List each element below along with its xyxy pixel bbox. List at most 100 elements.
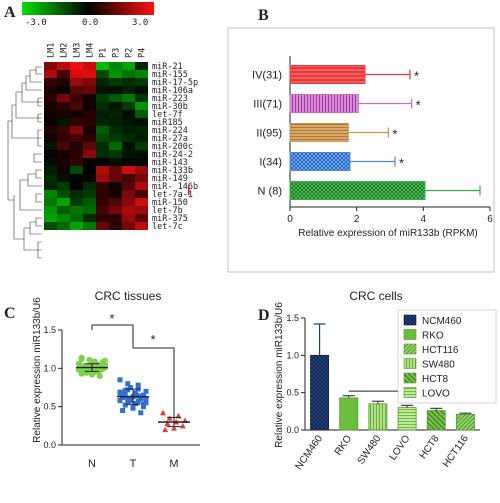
panel-c-point-m: [179, 422, 186, 429]
panel-c-point-t: [120, 393, 126, 399]
heatmap-cell-mir-17-5p-lm3: [70, 78, 83, 86]
row-label-let-7c: let-7c: [152, 222, 183, 232]
panel-b-bar-ii-95: [289, 123, 349, 142]
heatmap-cell-mir-200c-lm2: [57, 142, 70, 150]
heatmap-cell-mir185-lm1: [44, 118, 57, 126]
panel-d-legend-swatch-hct116: [403, 343, 417, 355]
panel-b-category-n-8: N (8): [258, 186, 282, 198]
heatmap-cell-mir-106a-lm4: [83, 86, 96, 94]
heatmap-cell-mir-150-p4: [135, 198, 148, 206]
panel-d-bar-hct116: [455, 413, 475, 431]
panel-d-ytick-label-1: 1.0: [286, 350, 299, 360]
heatmap-cell-mir-143-p3: [109, 158, 122, 166]
panel-c-title: CRC tissues: [95, 289, 162, 303]
panel-d-ylabel: Relative expression miR133b/U6: [274, 302, 285, 448]
heatmap-cell-let-7b-lm1: [44, 206, 57, 214]
column-label-p4: P4: [138, 48, 148, 58]
heatmap-cell-mir-150-lm1: [44, 198, 57, 206]
panel-d-bar-lovo: [397, 407, 417, 431]
heatmap-cell-let-7a-1-p2: [122, 190, 135, 198]
heatmap-cell-let-7c-lm4: [83, 222, 96, 230]
heatmap-cell-mir-24-2-p3: [109, 150, 122, 158]
heatmap-cell-mir-143-p1: [96, 158, 109, 166]
heatmap-cell-mir-27a-lm4: [83, 134, 96, 142]
heatmap-cell-mir-27a-p2: [122, 134, 135, 142]
heatmap-cell-mir-21-lm2: [57, 62, 70, 70]
heatmap-cell-mir-149-p3: [109, 174, 122, 182]
heatmap-column-labels: LM1 LM2 LM3 LM4 P1 P3 P2 P4: [47, 43, 148, 58]
panel-c-point-t: [117, 377, 123, 383]
heatmap-cell-mir-21-p2: [122, 62, 135, 70]
heatmap-cell-let-7a-1-p3: [109, 190, 122, 198]
row-label-mir-143: miR-143: [152, 158, 188, 168]
panel-b-chart: 0 2 4 6 IV(31) * III(71) * II(95) * I(34) * N (8): [252, 56, 493, 225]
heatmap-cell-mir-146b-lm4: [83, 182, 96, 190]
row-label-mir-133b: miR-133b: [152, 166, 193, 176]
panel-c-point-t: [127, 385, 133, 390]
heatmap-cell-mir-149-lm4: [83, 174, 96, 182]
panel-a: A -3.0 0.0 3.0 LM1 LM2 LM3 LM4 P1 P3 P2 P4 miR-…: [4, 2, 198, 259]
row-label-mir-106a: miR-106a: [152, 86, 193, 96]
heatmap-cell-mir-133b-lm4: [83, 166, 96, 174]
panel-d-ylabel-text: Relative expression miR133b/U6: [274, 302, 285, 448]
panel-c-point-t: [133, 401, 139, 407]
heatmap-cell-mir-27a-lm3: [70, 134, 83, 142]
colorbar-mid-label: 0.0: [82, 18, 98, 28]
heatmap-cell-mir-133b-lm1: [44, 166, 57, 174]
heatmap-cell-mir-375-lm2: [57, 214, 70, 222]
panel-b-bar-i-34: [289, 152, 351, 171]
panel-c-point-n: [78, 354, 85, 361]
heatmap-cell-mir-17-5p-p1: [96, 78, 109, 86]
panel-c-point-t: [143, 397, 149, 403]
panel-b: B 0 2 4 6IV(31) *III(71) *II(95) *I(34) *N (8) …: [227, 7, 495, 273]
panel-c-point-m: [160, 409, 166, 416]
panel-c-point-n: [96, 373, 103, 379]
heatmap-cell-mir-143-p2: [122, 158, 135, 166]
heatmap-cell-mir-149-lm1: [44, 174, 57, 182]
heatmap-cell-mir-30b-lm4: [83, 102, 96, 110]
heatmap-cell-mir-146b-lm3: [70, 182, 83, 190]
heatmap-row-labels: miR-21miR-155miR-17-5pmiR-106amiR-223miR…: [152, 62, 198, 232]
row-label-mir-24-2: miR-24-2: [152, 150, 193, 160]
column-label-p2: P2: [125, 48, 135, 58]
panel-c-point-n: [83, 363, 90, 370]
heatmap-cell-mir-155-lm4: [83, 70, 96, 78]
heatmap-cell-mir185-p2: [122, 118, 135, 126]
heatmap-cell-let-7f-p4: [135, 110, 148, 118]
heatmap-cell-mir-375-p3: [109, 214, 122, 222]
panel-c-point-m: [164, 420, 171, 427]
column-label-lm3: LM3: [73, 43, 83, 58]
panel-c-point-t: [130, 404, 136, 410]
colorbar-min-label: -3.0: [25, 18, 47, 28]
panel-d-ytick-label-0.5: 0.5: [286, 388, 299, 398]
heatmap-cell-mir-30b-p2: [122, 102, 135, 110]
row-label-mir-17-5p: miR-17-5p: [152, 78, 198, 88]
panel-b-significance-iii-71: *: [416, 98, 421, 113]
heatmap-cell-mir-155-p1: [96, 70, 109, 78]
panel-d-bar-sw480: [368, 403, 388, 431]
row-label-mir-150: miR-150: [152, 198, 188, 208]
panel-d-legend-swatch-lovo: [403, 387, 417, 398]
heatmap-cell-mir-150-lm3: [70, 198, 83, 206]
heatmap-cell-mir-17-5p-lm1: [44, 78, 57, 86]
panel-d-legend-label-hct116: HCT116: [422, 345, 459, 356]
panel-b-bar-n-8: [289, 181, 426, 200]
heatmap-cell-mir-155-p4: [135, 70, 148, 78]
heatmap-cell-mir-200c-lm3: [70, 142, 83, 150]
panel-d-bar-hct8: [426, 410, 446, 431]
panel-d-category-ncm460: NCM460: [293, 433, 325, 472]
panel-b-bar-iii-71: [289, 94, 359, 113]
heatmap-cell-mir-21-p4: [135, 62, 148, 70]
panel-c-point-t: [138, 394, 144, 400]
heatmap-cell-mir-149-lm2: [57, 174, 70, 182]
heatmap-cell-mir-143-lm1: [44, 158, 57, 166]
heatmap-cell-mir-223-lm3: [70, 94, 83, 102]
heatmap-cell-mir185-lm3: [70, 118, 83, 126]
panel-c-point-m: [171, 425, 177, 431]
heatmap-cell-mir-21-p3: [109, 62, 122, 70]
panel-c-category-t: T: [130, 458, 137, 470]
panel-b-significance-iv-31: *: [414, 69, 419, 84]
panel-c-ylabel-text: Relative expression miR133b/U6: [32, 297, 43, 443]
row-label-let-7b: let-7b: [152, 206, 183, 216]
column-label-p1: P1: [99, 48, 109, 58]
